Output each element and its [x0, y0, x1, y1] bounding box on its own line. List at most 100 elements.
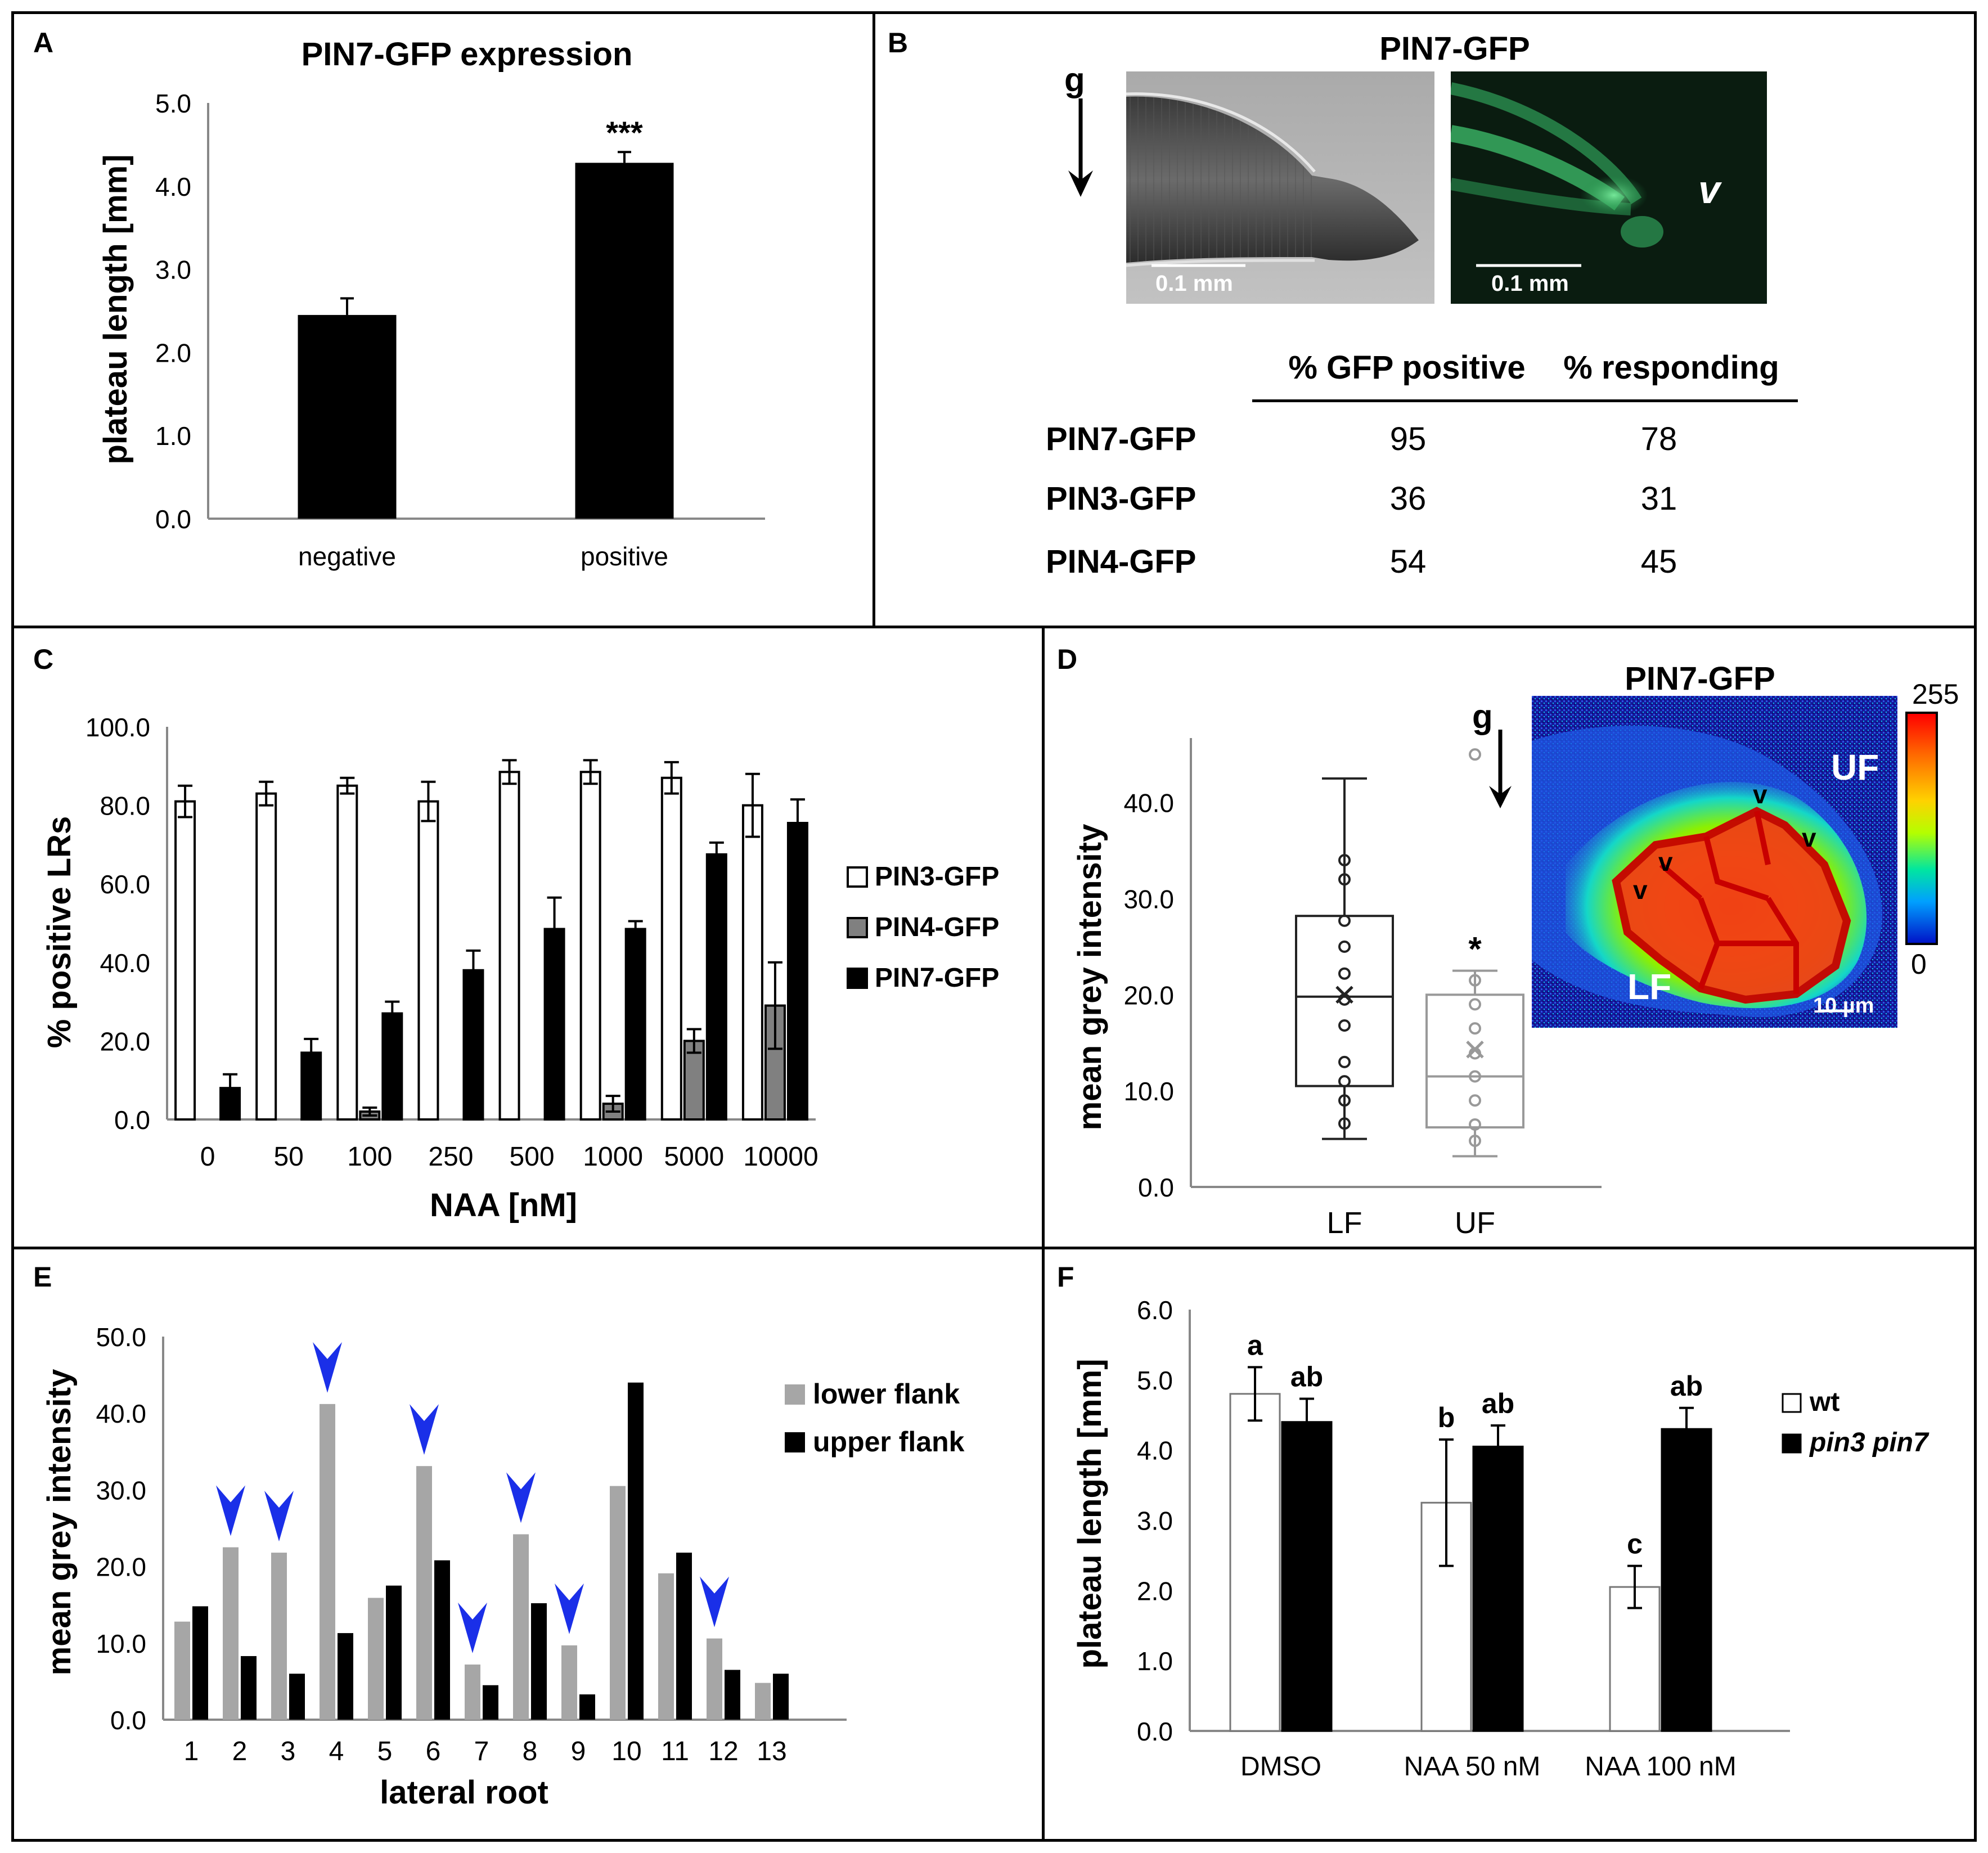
legend-label: lower flank [813, 1378, 960, 1410]
x-tick-label: 250 [428, 1142, 473, 1172]
gravity-arrow-icon [1489, 730, 1512, 808]
x-tick-label: 10 [611, 1737, 641, 1766]
y-tick-label: 30.0 [1123, 884, 1174, 914]
colorbar [1905, 712, 1938, 945]
bar-pin3-gfp [255, 792, 277, 1121]
table-cell: 78 [1640, 421, 1677, 457]
arrowhead-label: v [1633, 875, 1648, 905]
colorbar-min-label: 0 [1911, 948, 1927, 980]
table-row-name: PIN4-GFP [1046, 543, 1197, 580]
bar-pin3-gfp [336, 784, 358, 1121]
bar-upper-flank [386, 1585, 402, 1720]
x-tick-label: negative [298, 542, 396, 571]
y-tick-label: 3.0 [1137, 1506, 1173, 1536]
x-tick-label: 100 [347, 1142, 392, 1172]
bar-upper-flank [483, 1685, 498, 1720]
panel-e: E 0.0 10.0 20.0 30.0 40.0 50.0 1 2 3 4 5 6 7 8 9 10 11 12… [11, 1247, 1045, 1842]
y-tick-label: 0.0 [155, 505, 191, 534]
bar-pin3-gfp [579, 771, 601, 1121]
y-tick-label: 5.0 [1137, 1366, 1173, 1395]
arrowhead-icon [700, 1576, 729, 1627]
y-tick-label: 100.0 [86, 713, 150, 742]
data-point [1338, 1019, 1351, 1032]
x-axis-label: NAA [nM] [430, 1187, 577, 1224]
arrowhead-icon [458, 1602, 487, 1653]
panel-title: PIN7-GFP [1379, 30, 1530, 67]
y-tick-label: 20.0 [100, 1027, 150, 1056]
table-header: % GFP positive [1288, 349, 1526, 386]
panel-b: B PIN7-GFP g [872, 11, 1977, 628]
bar-pin3-pin7 [1281, 1421, 1333, 1732]
data-point [1338, 1075, 1351, 1088]
table-row-name: PIN7-GFP [1046, 421, 1197, 457]
y-tick-label: 1.0 [1137, 1647, 1173, 1676]
gravity-label: g [1472, 698, 1493, 735]
significance-letter: c [1627, 1528, 1643, 1560]
bar-lower-flank [368, 1598, 384, 1720]
y-tick-label: 5.0 [155, 89, 191, 118]
y-tick-label: 30.0 [96, 1476, 146, 1505]
panel-label: E [33, 1261, 52, 1293]
mean-marker [1466, 1040, 1484, 1059]
bar-pin7-gfp [381, 1012, 403, 1121]
bar-upper-flank [241, 1656, 257, 1720]
y-tick-label: 4.0 [155, 172, 191, 201]
legend-swatch [847, 917, 868, 938]
panel-label: C [33, 644, 54, 675]
x-tick-label: 7 [474, 1737, 489, 1766]
x-tick-label: NAA 100 nM [1585, 1752, 1736, 1782]
data-point [1469, 1094, 1481, 1107]
y-tick-label: 0.0 [114, 1105, 150, 1135]
legend-label: wt [1809, 1387, 1839, 1417]
y-tick-label: 6.0 [1137, 1296, 1173, 1325]
x-tick-label: 1000 [583, 1142, 643, 1172]
y-tick-label: 3.0 [155, 255, 191, 285]
bar-lower-flank [465, 1664, 480, 1720]
y-tick-label: 80.0 [100, 791, 150, 821]
x-tick-label: 0 [200, 1142, 215, 1172]
x-tick-label: 6 [426, 1737, 441, 1766]
y-tick-label: 10.0 [96, 1629, 146, 1658]
bar-upper-flank [773, 1674, 789, 1720]
bar-lower-flank [223, 1547, 239, 1720]
bar-pin3-pin7 [1661, 1428, 1712, 1732]
bar-lower-flank [174, 1621, 190, 1720]
y-tick-label: 10.0 [1123, 1077, 1174, 1106]
bar-upper-flank [579, 1694, 595, 1720]
panel-label: A [33, 27, 54, 59]
arrowhead-icon [313, 1342, 342, 1393]
x-tick-label: 10000 [743, 1142, 818, 1172]
bar-lower-flank [271, 1553, 287, 1720]
bar-pin7-gfp [462, 969, 484, 1121]
significance-letter: ab [1670, 1370, 1703, 1402]
bar-pin3-gfp [741, 804, 763, 1121]
significance-label: *** [606, 115, 643, 150]
panel-f: F 0.0 1.0 2.0 3.0 4.0 5.0 6.0 a ab DMSO b ab NAA 50 … [1042, 1247, 1977, 1842]
bar-lower-flank [755, 1683, 771, 1720]
significance-letter: ab [1482, 1388, 1514, 1419]
significance-letter: b [1438, 1402, 1455, 1433]
panel-label: D [1057, 644, 1078, 675]
bar-lower-flank [513, 1534, 529, 1720]
y-axis-label: mean grey intensity [41, 1369, 78, 1676]
data-point [1338, 967, 1351, 980]
x-tick-label: 11 [661, 1737, 689, 1766]
legend-swatch [1782, 1433, 1802, 1454]
y-axis-label: plateau length [mm] [1072, 1359, 1108, 1668]
arrowhead-icon [216, 1485, 245, 1536]
x-tick-label: 12 [708, 1737, 738, 1766]
chart-title: PIN7-GFP expression [301, 36, 633, 73]
bar-lower-flank [320, 1404, 335, 1720]
table-row-name: PIN3-GFP [1046, 480, 1197, 517]
bar-lower-flank [658, 1573, 674, 1720]
significance-letter: ab [1290, 1361, 1323, 1393]
lower-flank-label: LF [1627, 966, 1672, 1007]
y-tick-label: 0.0 [1137, 1717, 1173, 1746]
x-tick-label: NAA 50 nM [1404, 1752, 1541, 1782]
data-point [1469, 974, 1481, 987]
data-point [1338, 914, 1351, 927]
panel-title: PIN7-GFP [1625, 660, 1775, 697]
legend-swatch [847, 968, 868, 989]
y-tick-label: 1.0 [155, 421, 191, 451]
